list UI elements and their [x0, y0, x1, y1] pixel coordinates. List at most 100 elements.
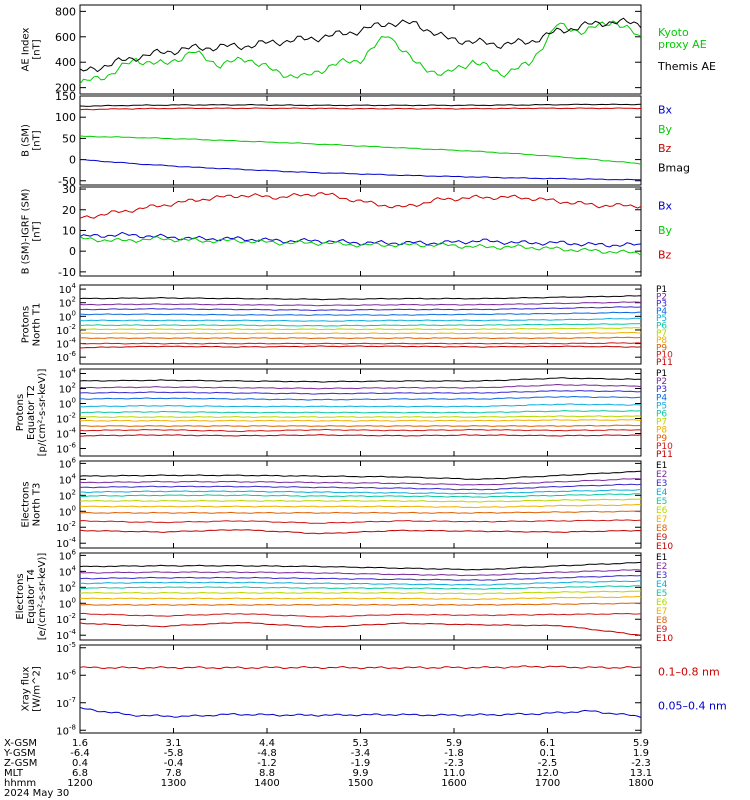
series-line-e2 — [79, 569, 642, 577]
series-line-e3 — [79, 483, 642, 491]
footer-value: 1700 — [535, 778, 560, 789]
y-tick-label: 400 — [55, 56, 76, 69]
legend-label: P10 — [656, 351, 673, 361]
legend-label: E7 — [656, 515, 667, 525]
series-line-p6 — [79, 410, 642, 414]
series-line-e5 — [79, 493, 642, 498]
y-axis-label: [nT] — [32, 221, 43, 241]
legend-label: P2 — [656, 377, 667, 387]
footer-row-label: X-GSM — [4, 738, 37, 749]
legend-label: E2 — [656, 562, 667, 572]
y-tick-label: 10-8 — [56, 723, 76, 737]
legend-label: E4 — [656, 580, 668, 590]
legend-label: E8 — [656, 524, 668, 534]
y-tick-label: 102 — [59, 488, 76, 502]
y-tick-label: 0 — [69, 154, 76, 167]
footer-value: 13.1 — [630, 768, 652, 779]
y-tick-label: 10-2 — [56, 520, 76, 534]
series-line-e10 — [79, 529, 642, 535]
series-line-e5 — [79, 585, 642, 590]
legend-label: P1 — [656, 369, 667, 379]
series-line-p11 — [80, 345, 642, 349]
y-axis-label: [nT] — [32, 39, 43, 59]
y-tick-label: -50 — [58, 175, 76, 188]
footer-date: 2024 May 30 — [4, 788, 69, 799]
footer-row-label: hhmm — [4, 778, 36, 789]
footer-value: 8.8 — [259, 768, 275, 779]
y-tick-label: 100 — [59, 397, 76, 411]
y-axis-label: AE Index — [21, 27, 32, 71]
y-tick-label: 100 — [59, 309, 76, 323]
y-axis-label: Protons — [15, 394, 26, 431]
y-tick-label: 104 — [59, 282, 77, 296]
y-tick-label: 100 — [59, 504, 76, 518]
legend-label: Bx — [658, 199, 673, 212]
series-line-p8 — [80, 332, 642, 335]
footer-value: 1600 — [441, 778, 466, 789]
y-tick-label: 100 — [55, 111, 76, 124]
y-tick-label: 10-5 — [56, 641, 76, 655]
series-line-p10 — [79, 342, 642, 345]
footer-row-label: MLT — [4, 768, 24, 779]
panel-b_igrf: -10 0 10 20 30 B (SM)-IGRF (SM) [nT] Bx By Bz — [21, 183, 673, 279]
legend-label: E9 — [656, 625, 668, 635]
footer-value: 6.1 — [540, 738, 556, 749]
legend-label: P5 — [656, 314, 667, 324]
y-axis-label: B (SM)-IGRF (SM) — [21, 189, 32, 275]
legend-label: E9 — [656, 533, 668, 543]
series-line-e8 — [79, 602, 642, 606]
footer-value: 6.8 — [72, 768, 88, 779]
footer-value: -0.4 — [164, 758, 184, 769]
legend-label: E2 — [656, 470, 667, 480]
y-tick-label: 102 — [59, 580, 76, 594]
series-line-bmag — [79, 103, 642, 107]
y-tick-label: 104 — [59, 472, 77, 486]
series-line-e8 — [79, 510, 642, 514]
legend-label: 0.05–0.4 nm — [658, 699, 727, 712]
legend-label: P4 — [656, 393, 667, 403]
legend-label: E10 — [656, 634, 673, 644]
legend-label: Bmag — [658, 161, 690, 174]
legend-label: Bx — [658, 103, 673, 116]
footer-value: 7.8 — [166, 768, 182, 779]
footer-value: 1.9 — [633, 748, 649, 759]
series-line-p1 — [79, 295, 642, 301]
y-tick-label: 20 — [62, 204, 76, 217]
y-tick-label: 600 — [55, 31, 76, 44]
footer-value: 1800 — [628, 778, 653, 789]
footer-value: 12.0 — [536, 768, 558, 779]
series-line-e2 — [79, 478, 642, 486]
y-tick-label: 100 — [59, 596, 76, 610]
y-axis-label: Electrons — [15, 573, 26, 619]
y-tick-label: 200 — [55, 82, 76, 95]
y-tick-label: 10-2 — [56, 323, 76, 337]
y-axis-label: [p/(cm²-s-sr-keV)] — [37, 369, 48, 457]
series-line-by — [79, 236, 642, 256]
series-line-e6 — [79, 498, 642, 503]
footer-value: -2.5 — [538, 758, 558, 769]
footer-value: 5.9 — [446, 738, 462, 749]
y-tick-label: 10-4 — [56, 628, 76, 642]
series-line-p10 — [79, 428, 642, 433]
series-line-e10 — [79, 622, 642, 636]
legend-label: P3 — [656, 300, 667, 310]
legend-label: E5 — [656, 497, 667, 507]
series-line-bx — [79, 158, 641, 181]
legend-label: P2 — [656, 292, 667, 302]
footer-value: 1200 — [67, 778, 92, 789]
panel-frame — [79, 460, 642, 549]
y-axis-label: B (SM) — [21, 124, 32, 157]
footer-value: 0.4 — [72, 758, 88, 769]
panel-xray: 10-8 10-7 10-6 10-5 Xray flux [W/m^2] 0.1–0.8 … — [21, 641, 727, 738]
series-line-p2 — [79, 301, 642, 307]
series-line-e7 — [79, 595, 642, 601]
legend-label: P8 — [656, 336, 667, 346]
panel-b_sm: -50 0 50 100 150 B (SM) [nT] Bx By Bz Bmag — [21, 90, 691, 188]
series-line-e1 — [79, 470, 642, 480]
y-tick-label: 10-2 — [56, 612, 76, 626]
footer-value: -1.8 — [444, 748, 464, 759]
y-tick-label: 104 — [59, 564, 77, 578]
